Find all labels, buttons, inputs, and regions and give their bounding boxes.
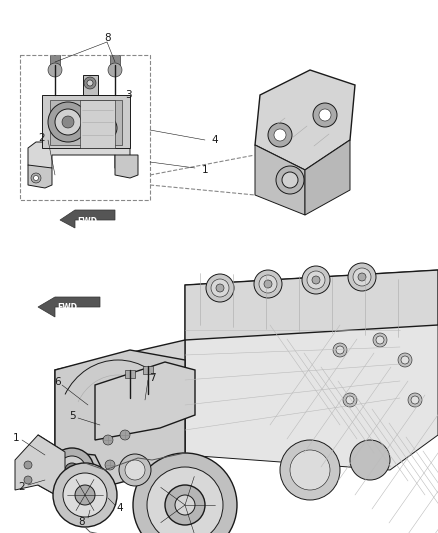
Circle shape — [211, 279, 229, 297]
Circle shape — [274, 129, 286, 141]
Bar — [20, 55, 150, 200]
Polygon shape — [42, 95, 130, 148]
Circle shape — [280, 440, 340, 500]
Circle shape — [254, 270, 282, 298]
Text: 2: 2 — [39, 133, 45, 143]
Circle shape — [102, 125, 108, 131]
Polygon shape — [255, 70, 355, 170]
Circle shape — [307, 271, 325, 289]
Circle shape — [58, 456, 86, 484]
Circle shape — [312, 276, 320, 284]
Polygon shape — [50, 55, 60, 65]
Polygon shape — [305, 140, 350, 215]
Text: 1: 1 — [201, 165, 208, 175]
Polygon shape — [143, 366, 153, 374]
Circle shape — [268, 123, 292, 147]
Text: FWD: FWD — [57, 303, 77, 312]
Circle shape — [350, 440, 390, 480]
Circle shape — [206, 274, 234, 302]
Circle shape — [358, 273, 366, 281]
Circle shape — [133, 453, 237, 533]
Text: FWD: FWD — [77, 217, 97, 227]
Circle shape — [84, 77, 96, 89]
Polygon shape — [38, 297, 100, 317]
Text: 8: 8 — [79, 517, 85, 527]
Text: 4: 4 — [117, 503, 124, 513]
Circle shape — [264, 280, 272, 288]
Polygon shape — [185, 270, 438, 470]
Polygon shape — [28, 165, 52, 188]
Circle shape — [119, 454, 151, 486]
Text: 7: 7 — [148, 373, 155, 383]
Polygon shape — [55, 340, 185, 500]
Circle shape — [348, 263, 376, 291]
Circle shape — [48, 63, 62, 77]
Polygon shape — [50, 100, 122, 145]
Text: 4: 4 — [212, 135, 218, 145]
Circle shape — [108, 63, 122, 77]
Circle shape — [62, 116, 74, 128]
Text: 6: 6 — [55, 377, 61, 387]
Text: 2: 2 — [19, 482, 25, 492]
Circle shape — [63, 473, 107, 517]
Circle shape — [105, 460, 115, 470]
Text: 5: 5 — [69, 411, 75, 421]
Polygon shape — [55, 350, 185, 500]
Polygon shape — [80, 100, 115, 148]
Circle shape — [24, 476, 32, 484]
Polygon shape — [255, 145, 305, 215]
Circle shape — [343, 393, 357, 407]
Circle shape — [165, 485, 205, 525]
Circle shape — [24, 461, 32, 469]
Circle shape — [319, 109, 331, 121]
Circle shape — [276, 166, 304, 194]
Circle shape — [313, 103, 337, 127]
Polygon shape — [38, 435, 105, 500]
Circle shape — [31, 173, 41, 183]
Polygon shape — [60, 210, 115, 228]
Circle shape — [302, 266, 330, 294]
Circle shape — [55, 109, 81, 135]
Circle shape — [75, 485, 95, 505]
Text: 1: 1 — [13, 433, 19, 443]
Polygon shape — [15, 435, 65, 500]
Polygon shape — [95, 362, 195, 440]
Text: 8: 8 — [105, 33, 111, 43]
Circle shape — [50, 448, 94, 492]
Circle shape — [376, 336, 384, 344]
Circle shape — [408, 393, 422, 407]
Circle shape — [53, 463, 117, 527]
Circle shape — [120, 430, 130, 440]
Text: 3: 3 — [125, 90, 131, 100]
Circle shape — [33, 175, 39, 181]
Circle shape — [48, 102, 88, 142]
Circle shape — [93, 116, 117, 140]
Polygon shape — [110, 55, 120, 65]
Circle shape — [353, 268, 371, 286]
Circle shape — [401, 356, 409, 364]
Circle shape — [373, 333, 387, 347]
Polygon shape — [83, 75, 98, 95]
Circle shape — [98, 121, 112, 135]
Circle shape — [398, 353, 412, 367]
Circle shape — [290, 450, 330, 490]
Circle shape — [125, 460, 145, 480]
Circle shape — [346, 396, 354, 404]
Circle shape — [103, 435, 113, 445]
Polygon shape — [185, 270, 438, 340]
Circle shape — [175, 495, 195, 515]
Circle shape — [282, 172, 298, 188]
Circle shape — [216, 284, 224, 292]
Polygon shape — [125, 370, 135, 378]
Circle shape — [259, 275, 277, 293]
Circle shape — [333, 343, 347, 357]
Circle shape — [336, 346, 344, 354]
Polygon shape — [28, 142, 130, 172]
Circle shape — [87, 80, 93, 86]
Circle shape — [147, 467, 223, 533]
Circle shape — [411, 396, 419, 404]
Polygon shape — [115, 155, 138, 178]
Circle shape — [65, 463, 79, 477]
